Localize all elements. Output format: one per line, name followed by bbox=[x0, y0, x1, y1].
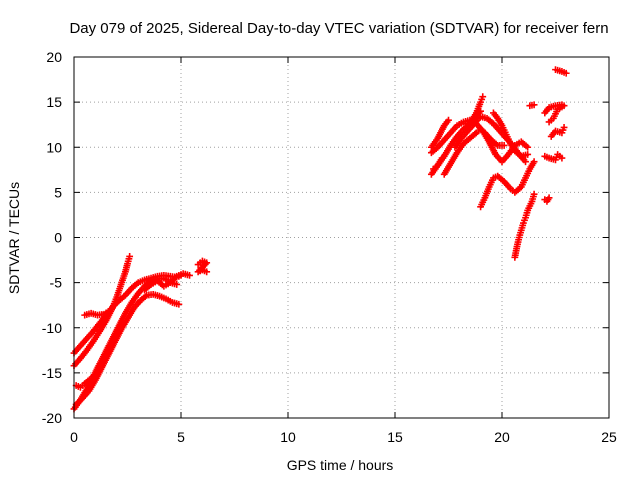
data-point bbox=[203, 268, 211, 276]
plot-border bbox=[73, 56, 610, 419]
series-track-m bbox=[440, 125, 508, 178]
data-point bbox=[562, 69, 570, 77]
axes: 0 5 10 15 20 25 -20 -15 -10 -5 0 5 10 15 20 bbox=[42, 49, 617, 445]
series-track-t bbox=[541, 194, 553, 205]
data-point bbox=[445, 116, 452, 124]
data-point bbox=[530, 190, 538, 198]
series-track-s bbox=[526, 101, 538, 110]
y-tick-label: 10 bbox=[46, 139, 62, 155]
data-point bbox=[438, 154, 446, 162]
data-point bbox=[173, 281, 181, 288]
data-point bbox=[175, 300, 183, 308]
series-track-p bbox=[490, 109, 532, 160]
data-point bbox=[530, 158, 538, 166]
grid bbox=[74, 57, 609, 418]
data-point bbox=[530, 101, 538, 109]
y-tick-label: -10 bbox=[42, 320, 62, 336]
y-tick-label: 20 bbox=[46, 49, 62, 65]
data-point bbox=[524, 143, 532, 151]
series-track-l bbox=[430, 154, 446, 173]
x-tick-label: 5 bbox=[177, 429, 185, 445]
series-track-b bbox=[70, 253, 134, 370]
y-axis-label: SDTVAR / TECUs bbox=[6, 182, 22, 294]
series-track-o bbox=[464, 93, 487, 128]
y-tick-label: -5 bbox=[50, 275, 63, 291]
y-tick-label: 0 bbox=[54, 230, 62, 246]
data-point bbox=[524, 151, 532, 158]
y-tick-label: 5 bbox=[54, 184, 62, 200]
data-point bbox=[126, 253, 134, 260]
x-tick-label: 20 bbox=[494, 429, 510, 445]
data-point bbox=[87, 374, 95, 382]
y-tick-label: -15 bbox=[42, 365, 62, 381]
series-track-e bbox=[72, 374, 95, 391]
x-tick-label: 10 bbox=[280, 429, 296, 445]
x-tick-label: 25 bbox=[601, 429, 617, 445]
data-point bbox=[479, 93, 487, 101]
plot-frame bbox=[73, 56, 610, 419]
series-track-y bbox=[552, 66, 570, 77]
y-tick-label: 15 bbox=[46, 94, 62, 110]
data-point bbox=[522, 158, 529, 166]
series-track-f bbox=[81, 308, 112, 319]
series-track-r bbox=[511, 190, 538, 261]
data-point bbox=[186, 272, 193, 279]
series-track-w bbox=[541, 101, 566, 117]
x-axis-label: GPS time / hours bbox=[287, 457, 394, 473]
y-tick-label: -20 bbox=[42, 410, 62, 426]
data-point bbox=[545, 194, 553, 202]
series-track-h bbox=[194, 257, 211, 276]
series-track-u bbox=[541, 151, 566, 164]
data-point bbox=[558, 101, 566, 109]
series-track-x bbox=[547, 123, 568, 140]
chart-title: Day 079 of 2025, Sidereal Day-to-day VTE… bbox=[69, 20, 608, 37]
data-point bbox=[500, 142, 508, 149]
data-point bbox=[104, 308, 112, 315]
series-track-q bbox=[477, 158, 538, 211]
data-point bbox=[560, 123, 568, 131]
data-points bbox=[70, 66, 570, 413]
series-track-d bbox=[72, 290, 183, 408]
data-point bbox=[558, 154, 566, 162]
series-track-j bbox=[427, 116, 452, 151]
x-tick-label: 0 bbox=[70, 429, 78, 445]
series-track-g bbox=[141, 270, 193, 294]
x-tick-label: 15 bbox=[387, 429, 403, 445]
